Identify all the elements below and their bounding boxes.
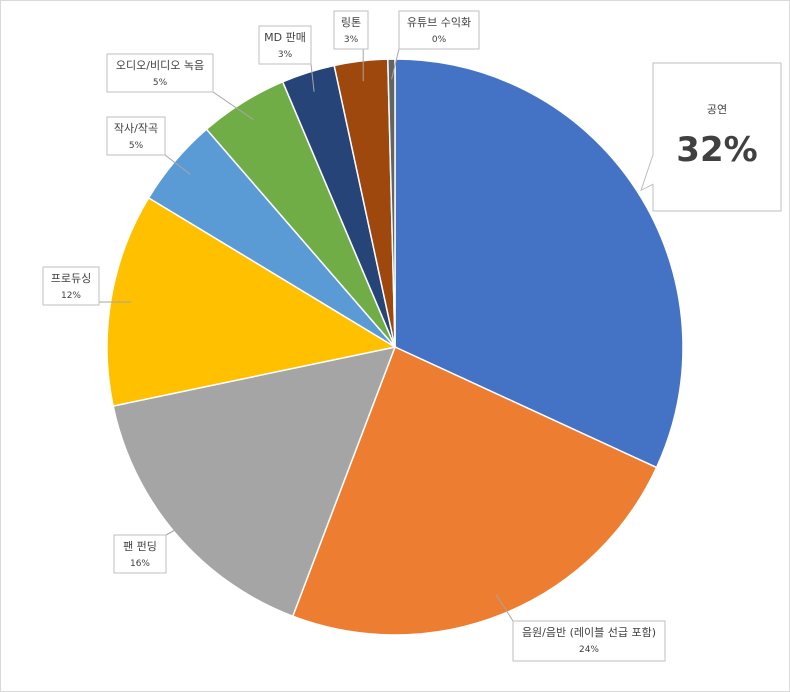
data-label-value: 3%	[344, 35, 359, 45]
data-label-value: 0%	[432, 35, 447, 45]
leader-line	[310, 63, 315, 92]
data-label-value: 3%	[278, 50, 293, 60]
data-label-value: 12%	[61, 291, 81, 301]
data-label: 유튜브 수익화 0%	[398, 10, 480, 50]
data-label: 프로듀싱 12%	[42, 266, 100, 306]
data-label-value: 5%	[153, 78, 168, 88]
data-label: 작사/작곡 5%	[106, 116, 166, 156]
data-label-name: 공연	[707, 103, 727, 116]
data-label: 링톤 3%	[333, 10, 369, 50]
data-label-name: 팬 펀딩	[123, 540, 157, 553]
data-label-value: 16%	[130, 559, 150, 569]
data-label-value: 32%	[676, 130, 757, 170]
data-label-name: MD 판매	[264, 31, 306, 44]
data-label-name: 링톤	[341, 16, 361, 29]
data-label: 공연 32%	[640, 62, 782, 212]
data-label-value: 5%	[129, 141, 144, 151]
leader-line	[391, 48, 400, 80]
data-label-name: 작사/작곡	[114, 122, 158, 135]
leader-line	[495, 594, 514, 622]
data-label: 오디오/비디오 녹음 5%	[106, 53, 214, 93]
data-label-name: 음원/음반 (레이블 선급 포함)	[522, 626, 656, 639]
data-label-value: 24%	[579, 645, 599, 655]
leader-line	[212, 91, 254, 121]
data-label-name: 프로듀싱	[51, 272, 91, 285]
data-label: MD 판매 3%	[258, 25, 312, 65]
leader-line	[164, 154, 191, 175]
pie-slice	[112, 345, 397, 618]
leader-line	[165, 520, 192, 536]
data-label-name: 유튜브 수익화	[407, 16, 471, 29]
pie-slice	[387, 58, 396, 348]
data-label: 팬 펀딩 16%	[113, 534, 167, 574]
pie-slice	[394, 58, 684, 469]
pie-slice	[106, 196, 398, 407]
pie-slice	[291, 345, 658, 636]
data-label: 음원/음반 (레이블 선급 포함) 24%	[512, 620, 666, 662]
data-label-name: 오디오/비디오 녹음	[116, 59, 204, 72]
